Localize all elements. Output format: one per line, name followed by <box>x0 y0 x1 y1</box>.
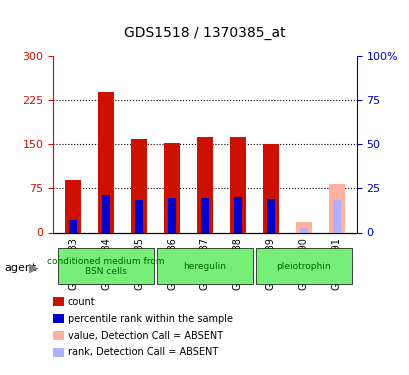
Bar <box>229 137 246 232</box>
Bar <box>233 197 241 232</box>
Text: pleiotrophin: pleiotrophin <box>276 262 330 271</box>
Bar <box>332 200 340 232</box>
Bar <box>262 144 279 232</box>
Text: GDS1518 / 1370385_at: GDS1518 / 1370385_at <box>124 26 285 40</box>
Bar <box>102 195 110 232</box>
Text: conditioned medium from
BSN cells: conditioned medium from BSN cells <box>47 256 164 276</box>
Bar <box>130 138 147 232</box>
Bar <box>299 228 307 232</box>
Bar <box>295 222 311 232</box>
Bar <box>65 180 81 232</box>
Bar <box>328 184 344 232</box>
Text: value, Detection Call = ABSENT: value, Detection Call = ABSENT <box>67 331 222 340</box>
Bar <box>266 199 274 232</box>
Bar <box>200 198 209 232</box>
Text: agent: agent <box>4 263 36 273</box>
Text: count: count <box>67 297 95 307</box>
Bar <box>163 142 180 232</box>
Text: heregulin: heregulin <box>183 262 226 271</box>
Bar <box>196 137 213 232</box>
Bar <box>168 198 176 232</box>
Text: percentile rank within the sample: percentile rank within the sample <box>67 314 232 324</box>
Bar <box>69 220 77 232</box>
Bar <box>98 92 114 232</box>
Bar <box>135 200 143 232</box>
Text: ▶: ▶ <box>29 262 38 274</box>
FancyBboxPatch shape <box>157 248 252 284</box>
Text: rank, Detection Call = ABSENT: rank, Detection Call = ABSENT <box>67 348 217 357</box>
FancyBboxPatch shape <box>58 248 153 284</box>
FancyBboxPatch shape <box>256 248 351 284</box>
